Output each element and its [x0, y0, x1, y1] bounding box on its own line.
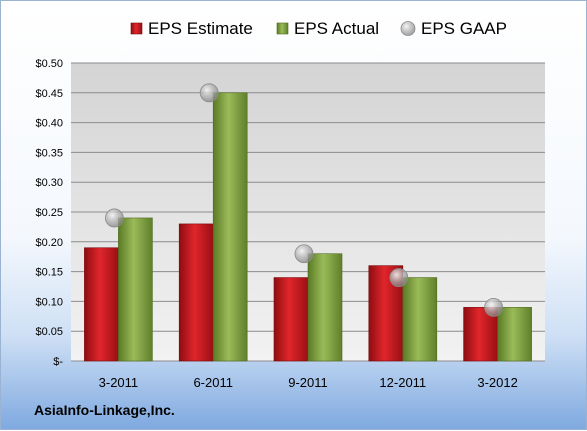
x-axis-ticks: 3-2011 6-2011 9-2011 12-2011 3-2012: [99, 375, 518, 390]
legend-swatch: [130, 22, 143, 35]
eps-actual-bar: [402, 277, 438, 362]
y-tick-label: $0.20: [35, 237, 63, 249]
eps-gaap-marker: [484, 297, 504, 317]
bars: [84, 92, 532, 362]
legend-label: EPS GAAP: [421, 19, 507, 38]
x-tick-label: 6-2011: [193, 375, 233, 390]
y-tick-label: $0.40: [35, 118, 63, 130]
y-tick-label: $0.50: [35, 58, 63, 70]
gaap-markers: [105, 83, 504, 317]
eps-actual-bar: [118, 217, 153, 362]
eps-gaap-marker: [389, 268, 409, 287]
eps-estimate-bar: [84, 247, 119, 362]
legend-label: EPS Estimate: [148, 19, 253, 38]
legend: EPS Estimate EPS Actual EPS GAAP: [130, 19, 507, 38]
y-tick-label: $0.35: [35, 147, 63, 159]
x-tick-label: 9-2011: [288, 375, 328, 390]
x-tick-label: 3-2011: [99, 375, 139, 390]
y-tick-label: $0.45: [35, 88, 63, 100]
y-tick-label: $0.15: [35, 267, 63, 279]
y-tick-label: $0.30: [35, 177, 63, 189]
legend-label: EPS Actual: [294, 19, 379, 38]
eps-gaap-marker: [294, 244, 314, 264]
eps-gaap-marker: [199, 83, 219, 103]
y-axis-ticks: $- $0.05 $0.10 $0.15 $0.20 $0.25 $0.30 $0.35 $0.…: [35, 58, 63, 368]
x-tick-label: 3-2012: [477, 375, 517, 390]
eps-actual-bar: [307, 253, 343, 362]
eps-actual-bar: [212, 92, 248, 362]
y-tick-label: $0.10: [35, 296, 63, 308]
eps-gaap-marker: [105, 208, 124, 228]
eps-actual-bar: [497, 307, 532, 362]
eps-estimate-bar: [273, 277, 309, 362]
company-name: AsiaInfo-Linkage,Inc.: [34, 402, 175, 418]
x-tick-label: 12-2011: [379, 375, 426, 390]
legend-swatch: [400, 21, 416, 36]
y-tick-label: $0.25: [35, 207, 63, 219]
eps-estimate-bar: [178, 223, 214, 362]
y-tick-label: $0.05: [35, 326, 63, 338]
y-tick-label: $-: [53, 356, 63, 368]
legend-swatch: [276, 22, 289, 35]
